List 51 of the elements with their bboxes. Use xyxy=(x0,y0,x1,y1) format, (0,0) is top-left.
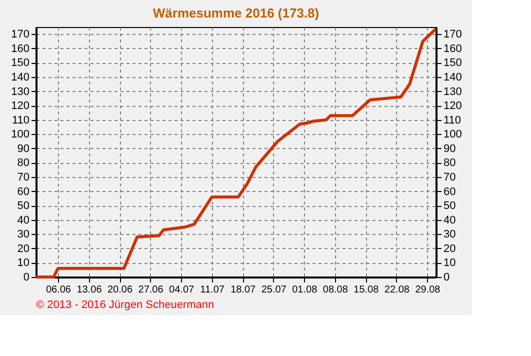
x-tick-label: 29.08 xyxy=(415,284,441,296)
x-tick-label: 22.08 xyxy=(384,284,410,296)
y-tick-label: 100 xyxy=(11,128,30,141)
x-tick-label: 06.06 xyxy=(46,284,72,296)
y2-tick-label: 120 xyxy=(444,100,462,112)
y2-tick-label: 100 xyxy=(444,128,462,141)
y-tick-label: 30 xyxy=(17,228,30,241)
y-tick-label: 150 xyxy=(11,57,30,70)
x-tick-label: 27.06 xyxy=(138,284,164,296)
y2-tick-label: 80 xyxy=(444,157,456,170)
y-tick-label: 130 xyxy=(11,86,30,98)
y2-tick-label: 150 xyxy=(444,57,462,70)
y-tick-label: 40 xyxy=(17,214,30,226)
y2-tick-label: 10 xyxy=(444,257,456,270)
text: © 2013 - 2016 Jürgen Scheuermann xyxy=(36,299,214,311)
y2-tick-label: 90 xyxy=(444,142,456,155)
y2-tick-label: 40 xyxy=(444,214,456,226)
y-tick-label: 90 xyxy=(17,142,30,155)
x-tick-label: 11.07 xyxy=(200,284,225,296)
y2-tick-label: 110 xyxy=(444,114,462,126)
y-tick-label: 170 xyxy=(11,28,30,41)
y-tick-label: 60 xyxy=(17,186,30,198)
y2-tick-label: 20 xyxy=(444,242,456,255)
x-tick-label: 15.08 xyxy=(354,284,380,296)
y-tick-label: 160 xyxy=(11,42,30,55)
y2-tick-label: 160 xyxy=(444,42,462,55)
y-tick-label: 110 xyxy=(12,114,30,126)
x-tick-label: 01.08 xyxy=(292,284,318,296)
y2-tick-label: 50 xyxy=(444,200,456,212)
y2-tick-label: 140 xyxy=(444,72,462,84)
y2-tick-label: 70 xyxy=(444,172,456,184)
y-tick-label: 20 xyxy=(17,242,30,255)
x-tick-label: 08.08 xyxy=(322,284,348,296)
y-tick-label: 140 xyxy=(11,72,30,84)
chart-title: Wärmesumme 2016 (173.8) xyxy=(152,5,320,20)
y-tick-label: 80 xyxy=(17,157,30,170)
x-tick-label: 25.07 xyxy=(261,284,287,296)
x-tick-label: 04.07 xyxy=(169,284,194,296)
x-tick-label: 20.06 xyxy=(108,284,133,296)
y2-tick-label: 170 xyxy=(444,28,462,41)
y-tick-label: 10 xyxy=(17,257,30,270)
x-tick-label: 13.06 xyxy=(76,284,102,296)
y-tick-label: 120 xyxy=(11,100,30,112)
y-tick-label: 50 xyxy=(17,200,30,212)
y-tick-label: 70 xyxy=(17,172,30,184)
y2-tick-label: 0 xyxy=(444,272,450,284)
y2-tick-label: 30 xyxy=(444,228,456,241)
y2-tick-label: 60 xyxy=(444,186,456,198)
y-tick-label: 0 xyxy=(23,272,30,284)
y2-tick-label: 130 xyxy=(444,86,462,98)
x-tick-label: 18.07 xyxy=(230,284,256,296)
